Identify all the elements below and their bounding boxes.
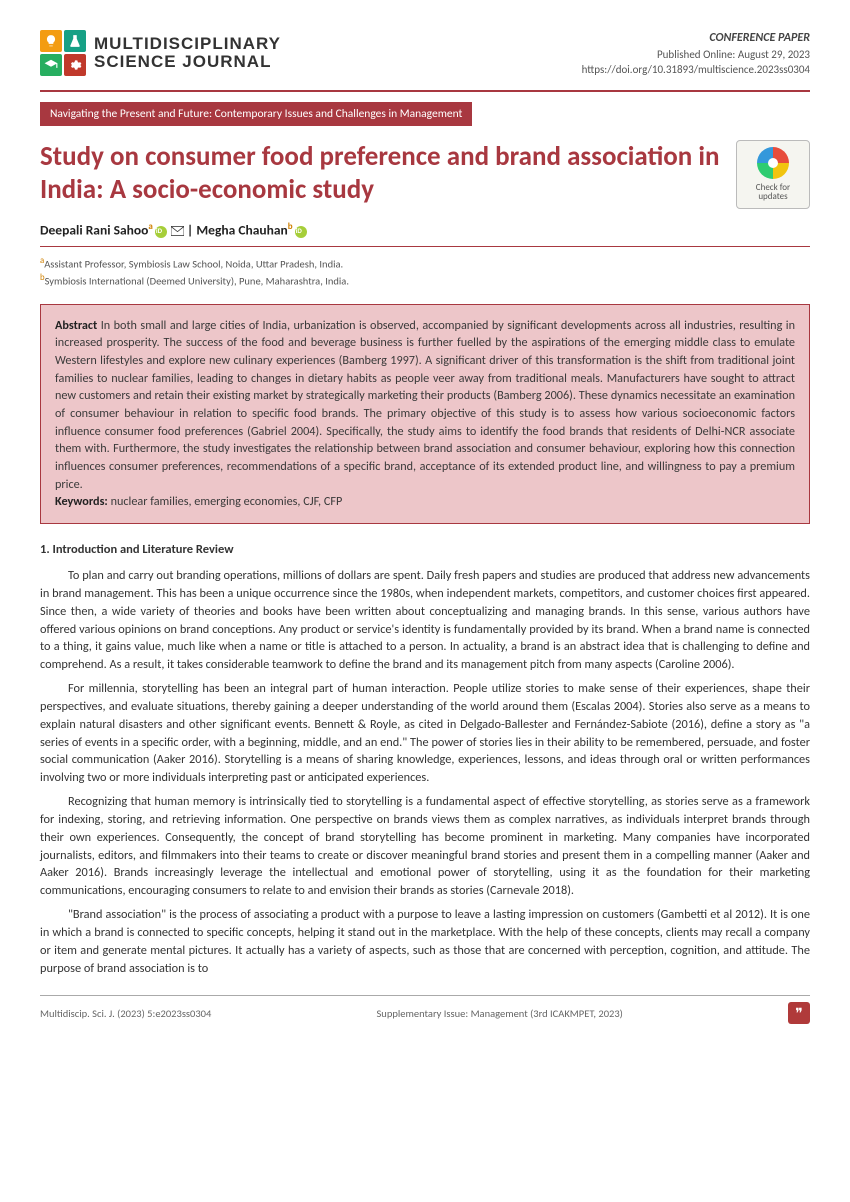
orcid-icon[interactable] xyxy=(155,226,167,238)
logo-tile-bulb-icon xyxy=(40,30,62,52)
logo-tile-cap-icon xyxy=(40,54,62,76)
author-1: Deepali Rani Sahoo xyxy=(40,222,148,239)
authors: Deepali Rani Sahooa | Megha Chauhanb xyxy=(40,221,810,240)
body-paragraph: For millennia, storytelling has been an … xyxy=(40,680,810,787)
logo-tile-gear-icon xyxy=(64,54,86,76)
body-paragraph: To plan and carry out branding operation… xyxy=(40,567,810,674)
abstract-text: In both small and large cities of India,… xyxy=(55,318,795,492)
divider xyxy=(40,246,810,247)
body-paragraph: "Brand association" is the process of as… xyxy=(40,906,810,977)
section-heading: 1. Introduction and Literature Review xyxy=(40,542,810,557)
author-2: Megha Chauhan xyxy=(196,222,287,239)
paper-title: Study on consumer food preference and br… xyxy=(40,140,720,208)
journal-name-line1: MULTIDISCIPLINARY xyxy=(94,35,281,53)
published-date: Published Online: August 29, 2023 xyxy=(582,47,810,62)
logo-tiles xyxy=(40,30,86,76)
author-separator: | xyxy=(187,222,196,239)
page-footer: Multidiscip. Sci. J. (2023) 5:e2023ss030… xyxy=(40,995,810,1024)
affiliation-b: Symbiosis International (Deemed Universi… xyxy=(45,275,349,288)
conference-banner: Navigating the Present and Future: Conte… xyxy=(40,102,472,126)
abstract-label: Abstract xyxy=(55,318,97,333)
keywords-text: nuclear families, emerging economies, CJ… xyxy=(111,494,343,509)
divider xyxy=(40,90,810,92)
logo-tile-flask-icon xyxy=(64,30,86,52)
footer-citation: Multidiscip. Sci. J. (2023) 5:e2023ss030… xyxy=(40,1007,211,1020)
author-1-affil-sup: a xyxy=(148,221,152,232)
paper-type: CONFERENCE PAPER xyxy=(582,30,810,47)
mail-icon[interactable] xyxy=(171,223,184,240)
check-updates-badge[interactable]: Check for updates xyxy=(736,140,810,210)
footer-quote-icon: ❞ xyxy=(788,1002,810,1024)
check-updates-label: Check for updates xyxy=(745,183,801,203)
affiliations: aAssistant Professor, Symbiosis Law Scho… xyxy=(40,255,810,290)
orcid-icon[interactable] xyxy=(295,226,307,238)
journal-name-line2: SCIENCE JOURNAL xyxy=(94,53,281,71)
header: MULTIDISCIPLINARY SCIENCE JOURNAL CONFER… xyxy=(40,30,810,78)
affiliation-a: Assistant Professor, Symbiosis Law Schoo… xyxy=(44,258,343,271)
crossmark-icon xyxy=(757,147,789,179)
body-paragraph: Recognizing that human memory is intrins… xyxy=(40,793,810,900)
keywords-label: Keywords: xyxy=(55,494,108,509)
doi-link[interactable]: https://doi.org/10.31893/multiscience.20… xyxy=(582,62,810,77)
journal-name: MULTIDISCIPLINARY SCIENCE JOURNAL xyxy=(94,35,281,71)
author-2-affil-sup: b xyxy=(288,221,293,232)
meta-block: CONFERENCE PAPER Published Online: Augus… xyxy=(582,30,810,78)
abstract-box: Abstract In both small and large cities … xyxy=(40,304,810,525)
journal-logo: MULTIDISCIPLINARY SCIENCE JOURNAL xyxy=(40,30,281,76)
footer-issue: Supplementary Issue: Management (3rd ICA… xyxy=(376,1007,622,1020)
